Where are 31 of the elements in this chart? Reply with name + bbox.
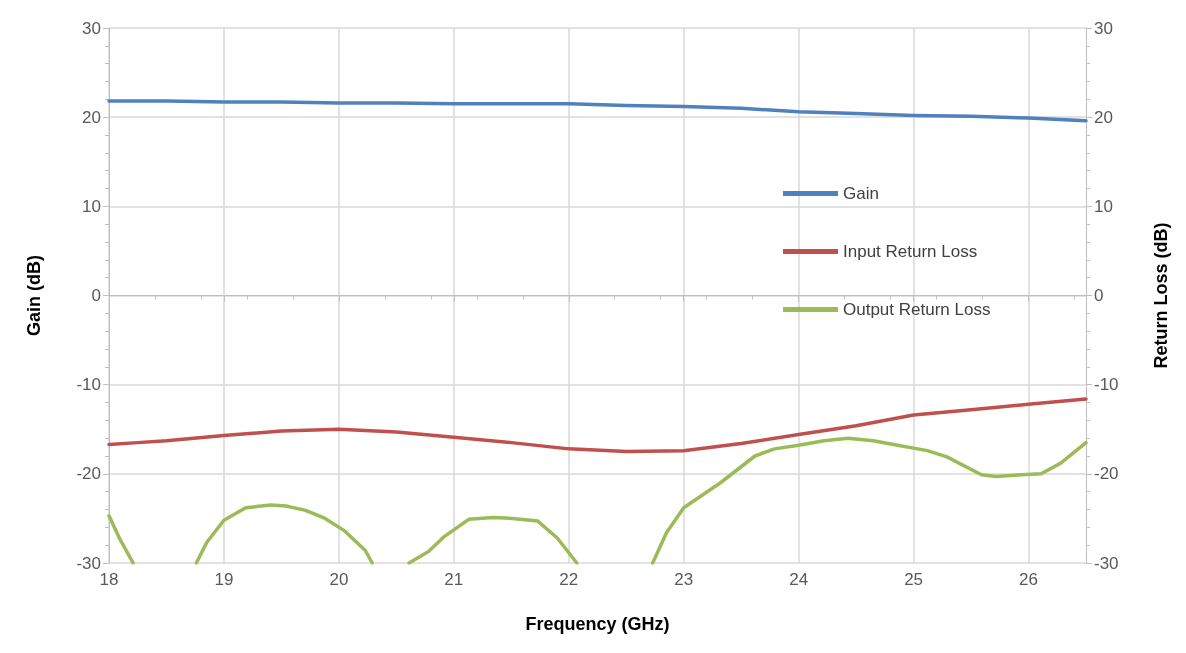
y2-tick-label: 0 <box>1094 286 1104 305</box>
legend-label: Gain <box>843 184 879 203</box>
y2-axis-title: Return Loss (dB) <box>1151 222 1171 369</box>
x-tick-label: 21 <box>444 570 464 589</box>
y-tick-label: 30 <box>82 18 101 38</box>
x-tick-label: 20 <box>329 570 349 589</box>
line-series <box>107 397 1088 454</box>
y-tick-label: -10 <box>76 375 101 395</box>
line-series <box>107 99 1088 123</box>
y2-tick-label: 30 <box>1094 18 1113 38</box>
y2-tick-label: -10 <box>1094 375 1119 395</box>
x-tick-label: 26 <box>1019 570 1038 589</box>
x-tick-label: 22 <box>559 570 579 589</box>
y2-tick-label: -20 <box>1094 464 1119 484</box>
y-tick-label: 20 <box>82 107 101 127</box>
y-tick-label: -20 <box>76 464 101 484</box>
x-tick-label: 24 <box>789 570 809 589</box>
y2-tick-label: -30 <box>1094 553 1119 573</box>
y2-tick-label: 10 <box>1094 196 1113 216</box>
y2-tick-label: 20 <box>1094 107 1113 127</box>
y-tick-label: -30 <box>76 553 101 573</box>
y-tick-label: 10 <box>82 196 101 216</box>
x-tick-label: 25 <box>904 570 924 589</box>
legend-label: Output Return Loss <box>843 300 991 319</box>
x-tick-label: 19 <box>214 570 234 589</box>
x-axis-title: Frequency (GHz) <box>525 614 670 634</box>
x-tick-label: 18 <box>99 570 119 589</box>
x-tick-label: 23 <box>674 570 694 589</box>
y-tick-label: 0 <box>91 286 101 305</box>
legend-label: Input Return Loss <box>843 242 978 261</box>
y-axis-title: Gain (dB) <box>24 255 44 336</box>
